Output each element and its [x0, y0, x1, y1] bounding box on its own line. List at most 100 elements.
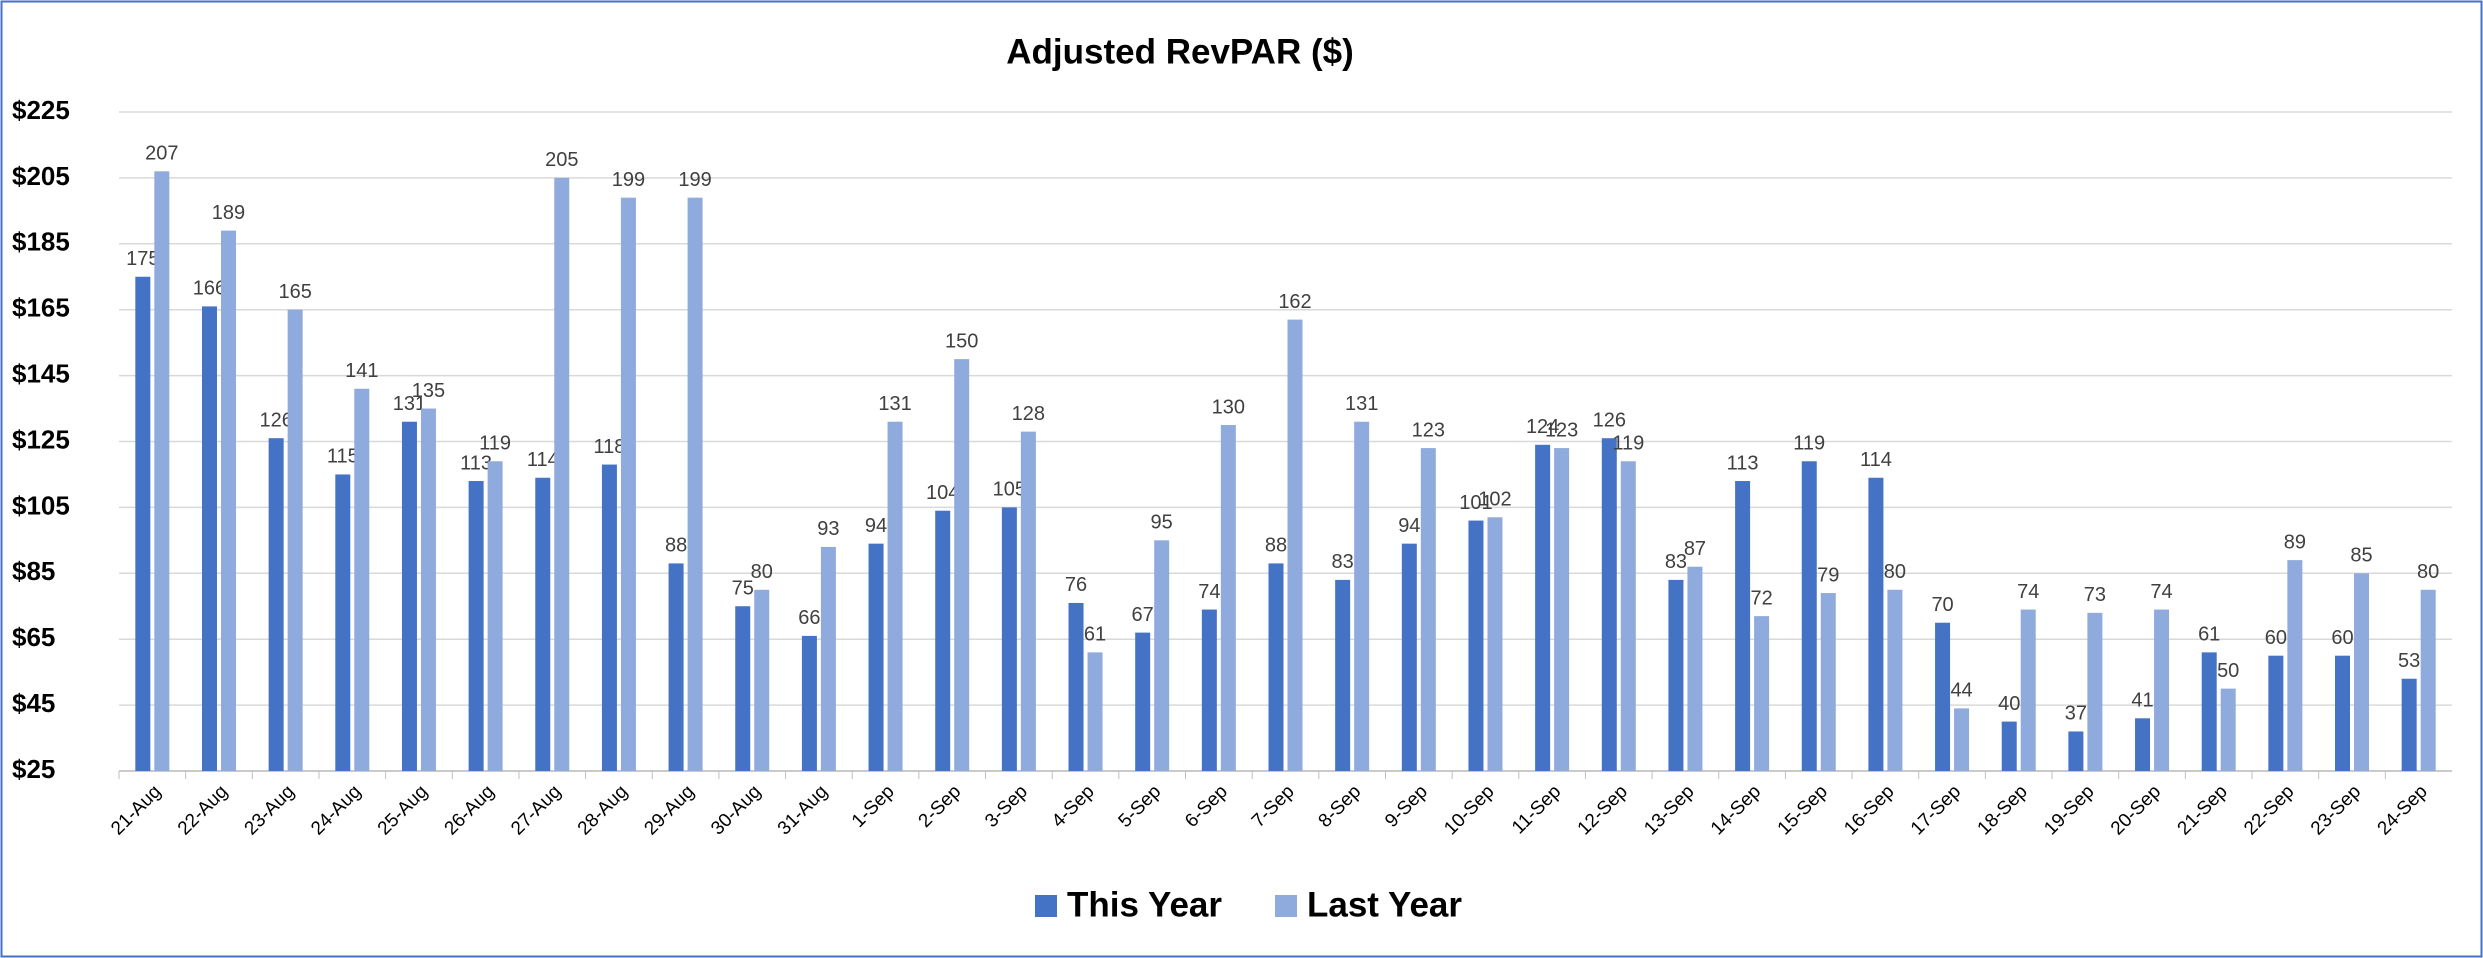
bar — [954, 359, 970, 771]
legend-swatch — [1275, 895, 1297, 917]
bar — [268, 438, 284, 771]
data-label: 88 — [1265, 535, 1287, 557]
data-label: 165 — [278, 281, 311, 303]
bar — [868, 543, 884, 771]
bar — [820, 546, 836, 771]
data-label: 37 — [2065, 703, 2087, 725]
data-label: 135 — [412, 380, 445, 402]
bar — [801, 635, 817, 771]
bar — [1220, 425, 1236, 771]
bar — [1820, 593, 1836, 771]
bar — [2287, 560, 2303, 771]
bar — [201, 306, 217, 771]
data-label: 74 — [2150, 581, 2172, 603]
bar — [2020, 609, 2036, 771]
data-label: 72 — [1750, 587, 1772, 609]
data-label: 89 — [2284, 531, 2306, 553]
bar — [1954, 708, 1970, 771]
bar — [1001, 507, 1017, 771]
bar — [668, 563, 684, 771]
bar — [420, 408, 436, 771]
data-label: 124 — [1526, 416, 1559, 438]
bar — [1554, 448, 1570, 771]
data-label: 199 — [612, 169, 645, 191]
data-label: 74 — [2017, 581, 2039, 603]
legend-label: Last Year — [1307, 885, 1462, 924]
bar — [1535, 444, 1551, 771]
bar — [935, 510, 951, 771]
data-label: 123 — [1412, 419, 1445, 441]
bar — [601, 464, 617, 771]
data-label: 123 — [1545, 419, 1578, 441]
bar — [2354, 573, 2370, 771]
bar — [1354, 421, 1370, 771]
bar — [1068, 602, 1084, 771]
data-label: 126 — [1593, 409, 1626, 431]
data-label: 119 — [479, 433, 511, 455]
data-label: 207 — [145, 143, 178, 165]
data-label: 83 — [1332, 551, 1354, 573]
bar — [154, 171, 170, 771]
bar — [220, 230, 236, 771]
bar — [2154, 609, 2170, 771]
bar — [1135, 632, 1151, 771]
bar — [1687, 566, 1703, 771]
data-label: 73 — [2084, 584, 2106, 606]
bar — [1668, 579, 1684, 771]
data-label: 66 — [798, 607, 820, 629]
bar — [2268, 655, 2284, 771]
data-label: 104 — [926, 482, 959, 504]
bar — [401, 421, 417, 771]
bar — [1887, 589, 1903, 771]
data-label: 67 — [1132, 604, 1154, 626]
bar — [487, 461, 503, 771]
data-label: 130 — [1212, 396, 1245, 418]
bar — [1601, 438, 1617, 771]
bar — [687, 197, 703, 772]
data-label: 80 — [2417, 561, 2439, 583]
bar — [2401, 678, 2417, 771]
bar — [1154, 540, 1170, 771]
data-label: 113 — [1727, 452, 1759, 474]
bar — [468, 481, 484, 771]
data-label: 113 — [460, 452, 492, 474]
y-tick-label: $145 — [12, 358, 70, 388]
data-label: 119 — [1612, 433, 1644, 455]
data-label: 114 — [1860, 449, 1892, 471]
legend-swatch — [1035, 895, 1057, 917]
bar — [2220, 688, 2236, 771]
data-label: 205 — [545, 149, 578, 171]
data-label: 61 — [1084, 624, 1106, 646]
bar — [1420, 448, 1436, 771]
data-label: 102 — [1478, 489, 1511, 511]
bar — [354, 388, 370, 771]
bar — [2420, 589, 2436, 771]
data-label: 101 — [1459, 492, 1492, 514]
data-label: 53 — [2398, 650, 2420, 672]
data-label: 75 — [732, 578, 754, 600]
y-tick-label: $105 — [12, 490, 70, 520]
data-label: 79 — [1817, 564, 1839, 586]
bar — [2068, 731, 2084, 771]
bar — [1754, 616, 1770, 771]
bar — [887, 421, 903, 771]
data-label: 119 — [1793, 433, 1825, 455]
data-label: 94 — [865, 515, 887, 537]
data-label: 70 — [1931, 594, 1953, 616]
y-tick-label: $185 — [12, 227, 70, 257]
data-label: 105 — [993, 479, 1026, 501]
bar — [1468, 520, 1484, 771]
data-label: 80 — [1884, 561, 1906, 583]
bar — [1401, 543, 1417, 771]
y-tick-label: $205 — [12, 161, 70, 191]
bar — [554, 177, 570, 771]
bar — [1087, 652, 1103, 771]
data-label: 128 — [1012, 403, 1045, 425]
bar — [287, 309, 303, 771]
bar — [2135, 718, 2151, 771]
bar — [1735, 481, 1751, 771]
y-tick-label: $85 — [12, 556, 55, 586]
data-label: 80 — [751, 561, 773, 583]
data-label: 166 — [193, 278, 226, 300]
